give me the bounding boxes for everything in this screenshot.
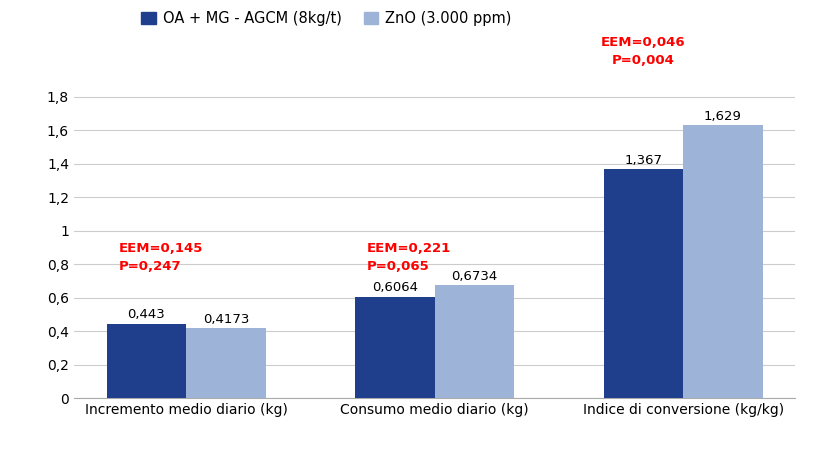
Text: 0,443: 0,443: [127, 308, 165, 321]
Text: 0,6064: 0,6064: [371, 281, 418, 294]
Bar: [682, 125, 762, 398]
Text: 0,4173: 0,4173: [202, 313, 249, 326]
Bar: [434, 285, 514, 398]
Legend: OA + MG - AGCM (8kg/t), ZnO (3.000 ppm): OA + MG - AGCM (8kg/t), ZnO (3.000 ppm): [135, 6, 517, 32]
Text: EEM=0,221
P=0,065: EEM=0,221 P=0,065: [367, 243, 450, 274]
Text: 1,629: 1,629: [703, 110, 741, 123]
Text: EEM=0,145
P=0,247: EEM=0,145 P=0,247: [119, 243, 202, 274]
Text: EEM=0,046
P=0,004: EEM=0,046 P=0,004: [600, 36, 685, 67]
Text: 1,367: 1,367: [623, 154, 662, 167]
Bar: [603, 169, 682, 398]
Bar: [106, 324, 186, 398]
Bar: [186, 328, 265, 398]
Text: 0,6734: 0,6734: [450, 270, 497, 283]
Bar: [355, 297, 434, 398]
